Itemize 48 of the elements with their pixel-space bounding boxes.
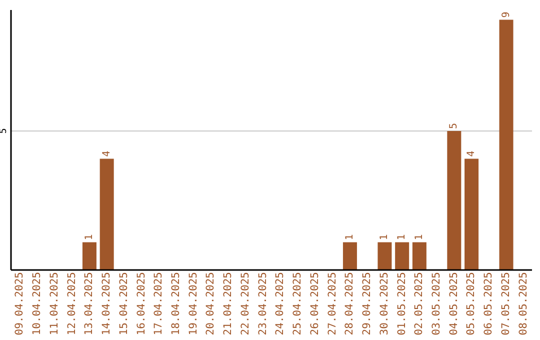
data-label: 1 xyxy=(344,234,356,240)
x-tick-label: 17.04.2025 xyxy=(152,272,165,336)
x-tick-label: 12.04.2025 xyxy=(66,272,78,336)
data-label: 4 xyxy=(101,150,112,157)
bar xyxy=(378,242,392,270)
bar xyxy=(395,242,410,270)
bar xyxy=(447,130,462,270)
x-tick-label: 02.05.2025 xyxy=(413,272,426,336)
data-label: 1 xyxy=(396,234,408,240)
x-tick-label: 07.05.2025 xyxy=(500,272,512,336)
x-tick-label: 09.04.2025 xyxy=(14,272,26,336)
x-tick-label: 20.04.2025 xyxy=(204,272,217,336)
data-label: 1 xyxy=(84,234,95,240)
bar xyxy=(82,242,96,270)
x-tick-label: 03.05.2025 xyxy=(430,272,442,336)
x-tick-label: 10.04.2025 xyxy=(31,272,44,336)
x-tick-label: 26.04.2025 xyxy=(308,272,321,336)
data-label: 1 xyxy=(414,234,425,240)
x-tick-label: 23.04.2025 xyxy=(256,272,269,336)
data-label: 1 xyxy=(379,234,390,240)
x-tick-label: 18.04.2025 xyxy=(170,272,182,336)
x-tick-label: 16.04.2025 xyxy=(135,272,148,336)
data-label: 4 xyxy=(466,150,478,157)
x-tick-label: 28.04.2025 xyxy=(344,272,356,336)
x-tick-label: 01.05.2025 xyxy=(396,272,408,336)
x-tick-label: 06.05.2025 xyxy=(482,272,495,336)
bar xyxy=(100,158,114,270)
bar xyxy=(342,242,357,270)
x-tick-label: 14.04.2025 xyxy=(100,272,113,336)
x-tick-label: 08.05.2025 xyxy=(517,272,530,336)
x-tick-label: 11.04.2025 xyxy=(48,272,60,336)
data-label: 9 xyxy=(500,12,512,18)
x-tick-label: 27.04.2025 xyxy=(326,272,338,336)
x-tick-label: 15.04.2025 xyxy=(118,272,130,336)
x-tick-label: 30.04.2025 xyxy=(378,272,390,336)
bar xyxy=(412,242,426,270)
x-tick-label: 21.04.2025 xyxy=(222,272,234,336)
x-tick-label: 24.04.2025 xyxy=(274,272,286,336)
x-tick-label: 05.05.2025 xyxy=(465,272,478,336)
x-tick-label: 25.04.2025 xyxy=(292,272,304,336)
x-tick-label: 22.04.2025 xyxy=(239,272,252,336)
x-tick-label: 29.04.2025 xyxy=(361,272,374,336)
bar xyxy=(464,158,479,270)
x-tick-label: 19.04.2025 xyxy=(187,272,200,336)
bar xyxy=(499,20,514,270)
data-label: 5 xyxy=(448,122,460,129)
x-tick-label: 04.05.2025 xyxy=(448,272,460,336)
x-tick-label: 13.04.2025 xyxy=(83,272,96,336)
